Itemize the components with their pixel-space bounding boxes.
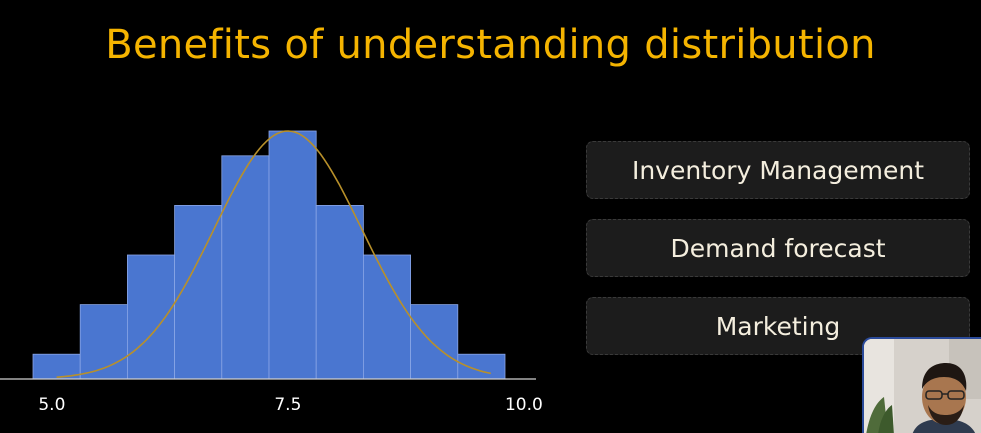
benefit-card-inventory: Inventory Management	[586, 141, 970, 199]
presenter-webcam	[862, 337, 981, 433]
histogram-bars	[32, 130, 506, 380]
benefit-card-demand: Demand forecast	[586, 219, 970, 277]
presenter-image	[864, 339, 981, 433]
histogram-bar-6	[268, 130, 317, 380]
histogram-bar-3	[127, 254, 176, 380]
x-tick-label: 10.0	[505, 395, 543, 415]
benefit-card-marketing: Marketing	[586, 297, 970, 355]
histogram-bar-2	[79, 304, 128, 380]
histogram-bar-8	[362, 254, 411, 380]
x-tick-label: 5.0	[38, 395, 65, 415]
slide-title: Benefits of understanding distribution	[105, 22, 876, 68]
normal-curve	[56, 130, 491, 378]
histogram-bar-7	[315, 204, 364, 380]
histogram-bar-9	[410, 304, 459, 380]
histogram-bar-4	[174, 204, 223, 380]
benefit-label: Demand forecast	[670, 233, 886, 263]
benefit-label: Inventory Management	[631, 155, 925, 185]
x-tick-labels: 5.0 7.5 10.0	[38, 395, 542, 415]
histogram-bar-10	[457, 353, 506, 380]
histogram-bar-5	[221, 155, 270, 380]
x-tick-label: 7.5	[274, 395, 301, 415]
benefit-label: Marketing	[715, 311, 841, 341]
